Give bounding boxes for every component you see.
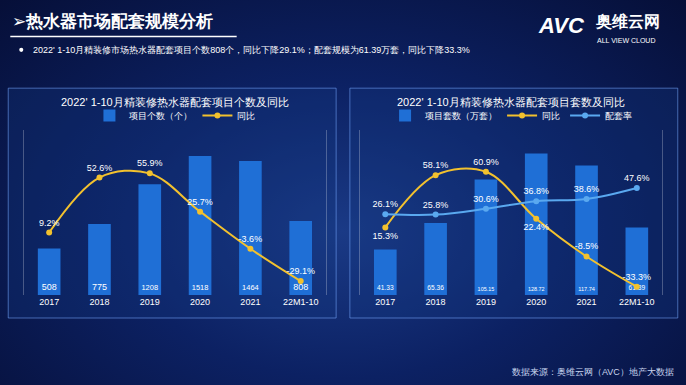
svg-text:36.8%: 36.8% [523,186,549,196]
svg-text:AVC: AVC [538,13,585,38]
svg-text:项目套数（万套）: 项目套数（万套） [425,111,497,121]
svg-text:2021: 2021 [240,297,260,307]
svg-text:60.9%: 60.9% [473,157,499,167]
svg-text:128.72: 128.72 [528,286,545,292]
svg-text:项目个数（个）: 项目个数（个） [129,111,192,121]
svg-text:-33.3%: -33.3% [623,272,652,282]
svg-text:61.39: 61.39 [629,284,646,291]
svg-text:➢热水器市场配套规模分析: ➢热水器市场配套规模分析 [12,12,213,31]
svg-text:-29.1%: -29.1% [286,266,315,276]
svg-text:同比: 同比 [542,111,560,121]
svg-text:808: 808 [293,282,308,292]
svg-text:数据来源：奥维云网（AVC）地产大数据: 数据来源：奥维云网（AVC）地产大数据 [512,367,674,377]
svg-text:55.9%: 55.9% [137,158,163,168]
svg-text:2020: 2020 [526,297,546,307]
svg-text:52.6%: 52.6% [87,163,113,173]
svg-text:65.36: 65.36 [427,284,444,291]
svg-text:30.6%: 30.6% [473,194,499,204]
svg-text:2018: 2018 [89,297,109,307]
svg-text:9.2%: 9.2% [39,218,60,228]
svg-text:2019: 2019 [140,297,160,307]
svg-text:-8.5%: -8.5% [575,241,599,251]
svg-text:26.1%: 26.1% [373,199,399,209]
svg-text:117.74: 117.74 [578,286,595,292]
svg-text:22M1-10: 22M1-10 [283,297,319,307]
svg-text:105.15: 105.15 [478,286,495,292]
svg-text:15.3%: 15.3% [373,231,399,241]
svg-text:2020: 2020 [190,297,210,307]
svg-text:2022' 1-10月精装修市场热水器配套项目个数808个，: 2022' 1-10月精装修市场热水器配套项目个数808个，同比下降29.1%；… [33,45,470,55]
svg-text:-3.6%: -3.6% [239,234,263,244]
svg-text:配套率: 配套率 [605,111,632,121]
svg-text:22.4%: 22.4% [523,222,549,232]
svg-text:2017: 2017 [39,297,59,307]
svg-text:ALL VIEW CLOUD: ALL VIEW CLOUD [597,37,655,44]
svg-text:25.8%: 25.8% [423,200,449,210]
svg-text:1464: 1464 [242,283,259,292]
svg-text:2018: 2018 [426,297,446,307]
svg-text:2019: 2019 [476,297,496,307]
svg-text:38.6%: 38.6% [574,184,600,194]
svg-text:1518: 1518 [192,283,209,292]
svg-text:41.33: 41.33 [377,284,394,291]
svg-text:58.1%: 58.1% [423,160,449,170]
svg-text:2017: 2017 [375,297,395,307]
svg-text:775: 775 [92,282,107,292]
svg-text:奥维云网: 奥维云网 [595,13,660,30]
svg-text:2021: 2021 [577,297,597,307]
svg-text:22M1-10: 22M1-10 [619,297,655,307]
svg-text:2022' 1-10月精装修热水器配套项目套数及同比: 2022' 1-10月精装修热水器配套项目套数及同比 [397,96,625,108]
svg-text:25.7%: 25.7% [187,197,213,207]
svg-text:47.6%: 47.6% [624,173,650,183]
svg-text:508: 508 [42,282,57,292]
svg-text:2022' 1-10月精装修热水器配套项目个数及同比: 2022' 1-10月精装修热水器配套项目个数及同比 [61,96,289,108]
svg-text:1208: 1208 [141,283,158,292]
svg-text:同比: 同比 [237,111,255,121]
